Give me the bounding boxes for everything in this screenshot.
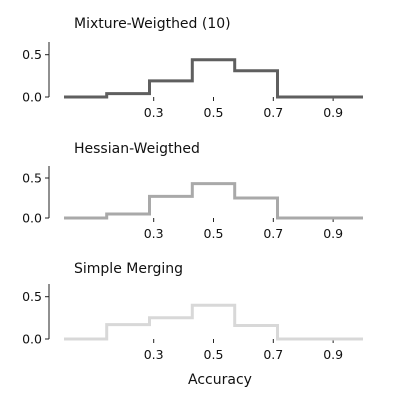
x-tick-label: 0.7 bbox=[263, 105, 283, 120]
panel-title: Simple Merging bbox=[74, 261, 183, 277]
y-tick-label: 0.5 bbox=[22, 47, 42, 62]
panel-title: Hessian-Weigthed bbox=[74, 141, 200, 157]
x-tick-label: 0.9 bbox=[323, 226, 343, 241]
x-tick-label: 0.5 bbox=[204, 226, 224, 241]
x-tick-label: 0.5 bbox=[204, 105, 224, 120]
y-tick-label: 0.0 bbox=[22, 211, 42, 226]
y-tick-label: 0.0 bbox=[22, 90, 42, 105]
histogram-panel-1: Mixture-Weigthed (10) 0.0 0.5 0.3 0.5 0.7 0.9 bbox=[22, 16, 363, 120]
x-tick-label: 0.3 bbox=[144, 226, 164, 241]
y-tick-label: 0.5 bbox=[22, 289, 42, 304]
x-tick-label: 0.7 bbox=[263, 347, 283, 362]
x-tick-label: 0.5 bbox=[204, 347, 224, 362]
histogram-step-line bbox=[64, 182, 363, 220]
x-tick-label: 0.9 bbox=[323, 105, 343, 120]
y-tick-label: 0.0 bbox=[22, 332, 42, 347]
x-axis-label: Accuracy bbox=[188, 372, 252, 388]
panel-title: Mixture-Weigthed (10) bbox=[74, 16, 231, 32]
y-tick-label: 0.5 bbox=[22, 171, 42, 186]
x-tick-label: 0.7 bbox=[263, 226, 283, 241]
histogram-panel-3: Simple Merging 0.0 0.5 0.3 0.5 0.7 0.9 bbox=[22, 261, 363, 362]
x-tick-label: 0.3 bbox=[144, 347, 164, 362]
x-tick-label: 0.3 bbox=[144, 105, 164, 120]
histogram-step-line bbox=[64, 58, 363, 99]
histogram-step-line bbox=[64, 303, 363, 341]
x-tick-label: 0.9 bbox=[323, 347, 343, 362]
histogram-panel-2: Hessian-Weigthed 0.0 0.5 0.3 0.5 0.7 0.9 bbox=[22, 141, 363, 241]
